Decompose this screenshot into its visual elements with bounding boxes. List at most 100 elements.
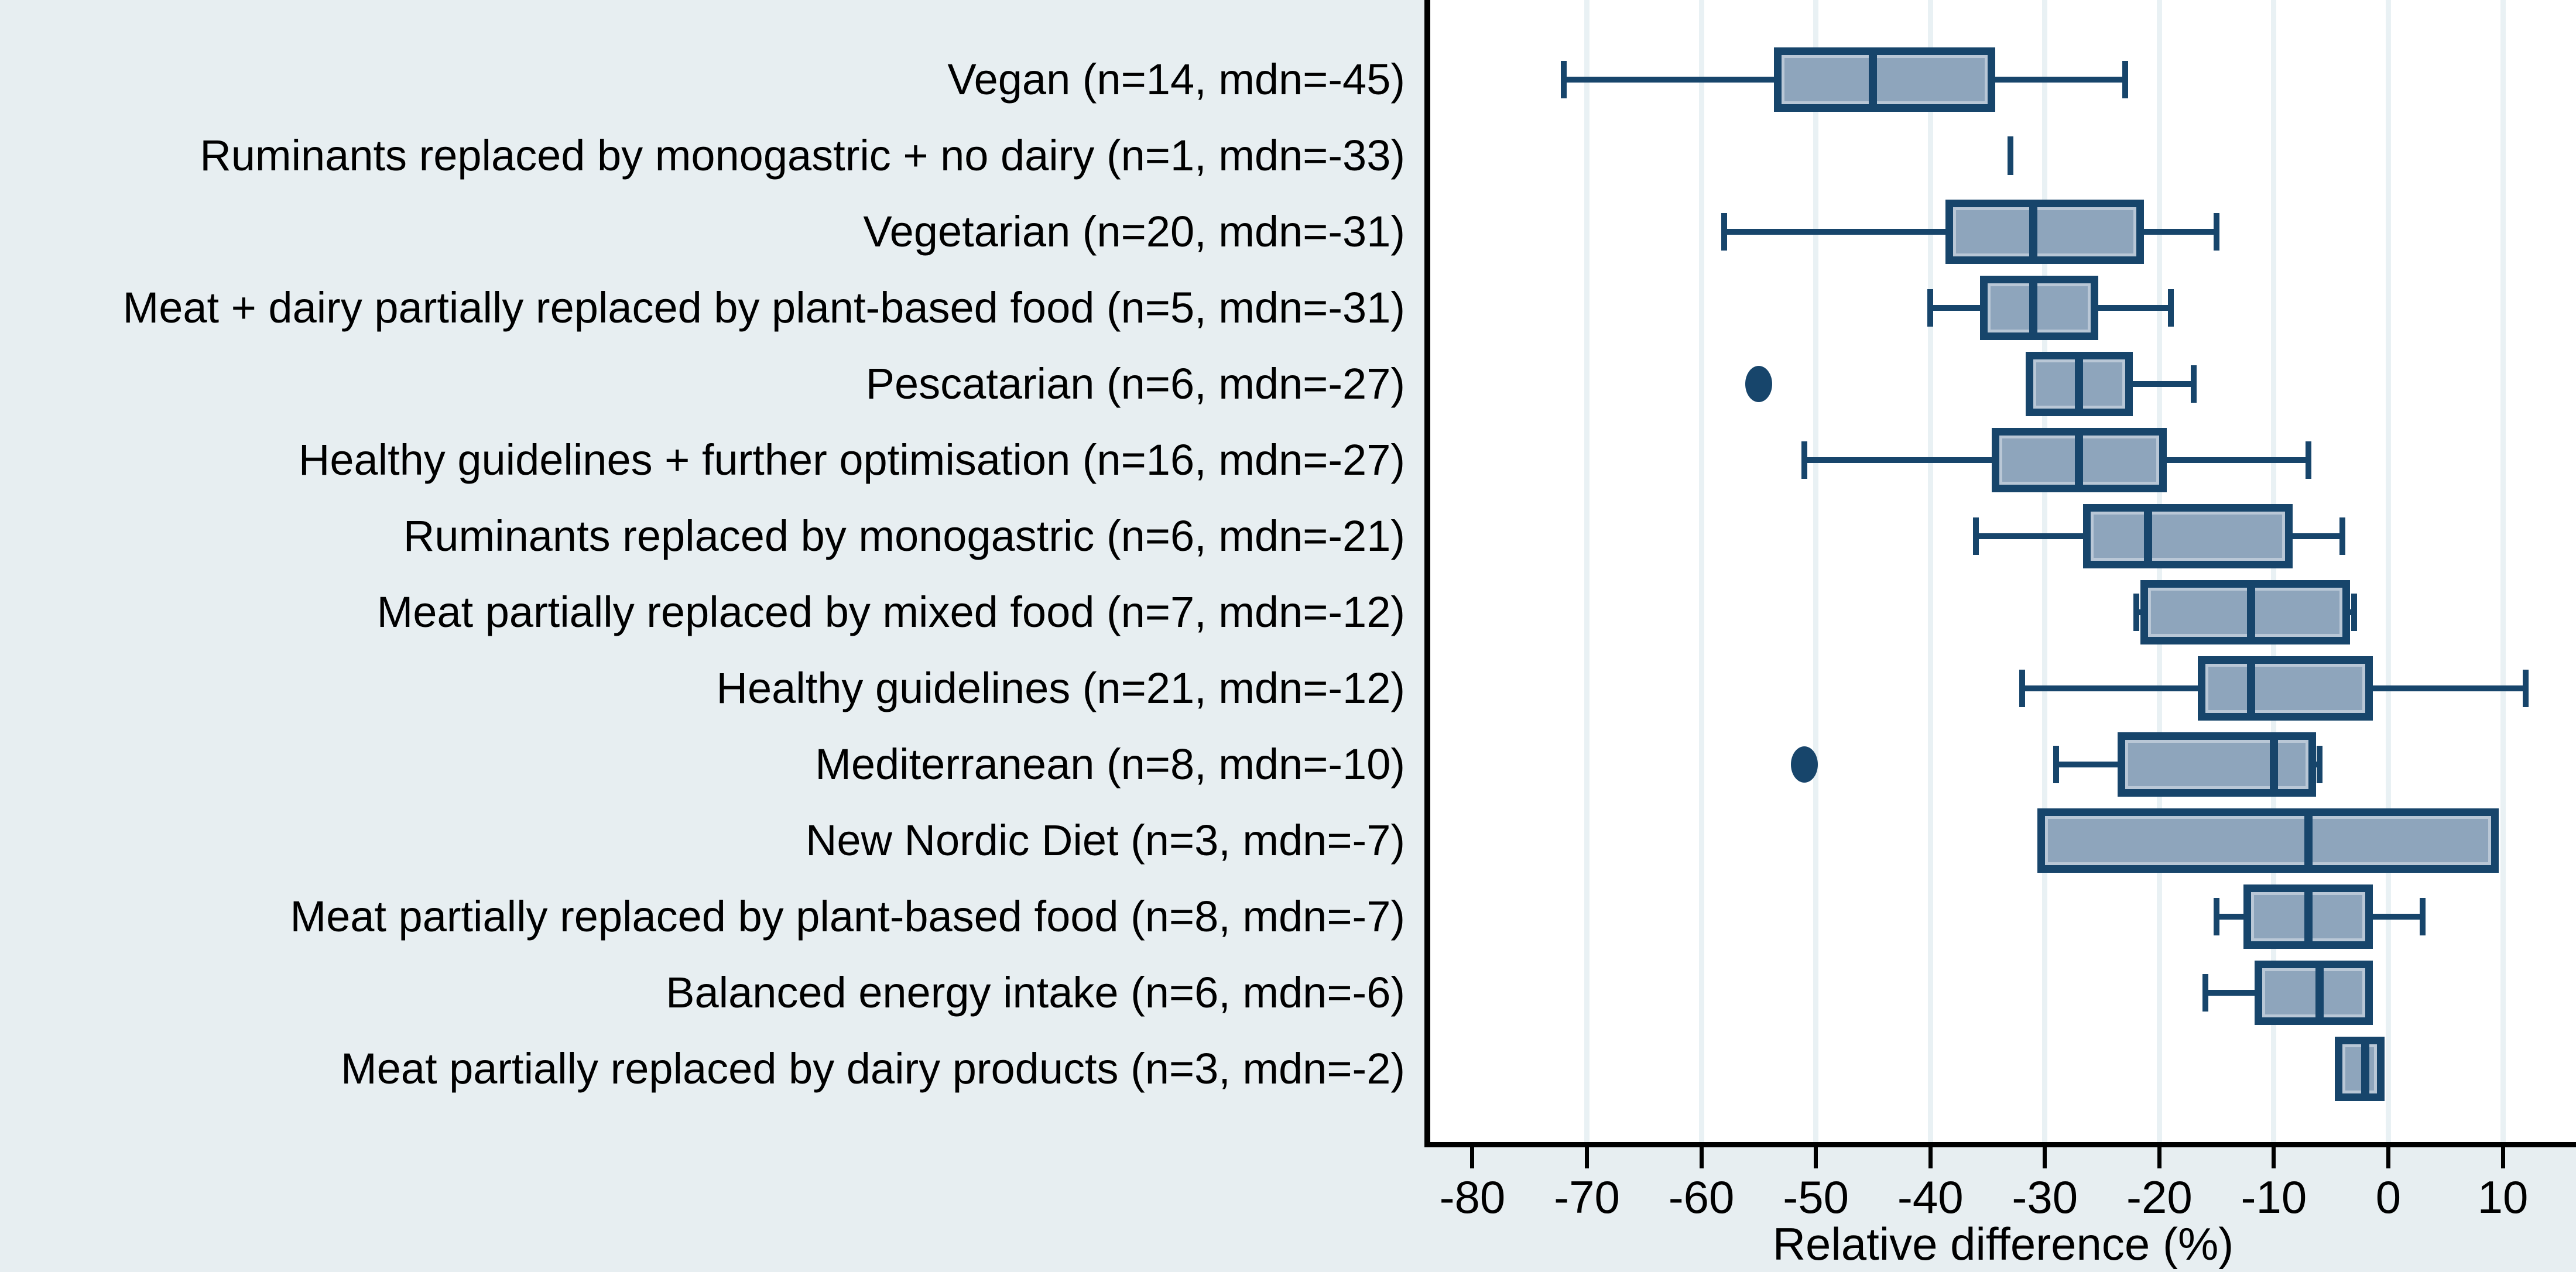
whisker-line-low [2205, 990, 2263, 996]
x-tick-label: -70 [1554, 1171, 1620, 1223]
median-line [2246, 588, 2255, 637]
category-label: Ruminants replaced by monogastric + no d… [200, 131, 1405, 180]
whisker-line-high [1988, 77, 2125, 83]
x-axis-title: Relative difference (%) [1772, 1218, 2234, 1270]
whisker-cap-low [1973, 517, 1979, 555]
whisker-cap-low [1561, 61, 1567, 98]
median-line [2315, 968, 2324, 1017]
whisker-cap-low [2214, 898, 2220, 935]
median-line [2304, 816, 2313, 865]
whisker-cap-high [2339, 517, 2346, 555]
median-line [2143, 512, 2152, 561]
gridline--20 [2156, 0, 2162, 1142]
x-tick-label: 0 [2375, 1171, 2402, 1223]
median-line [2029, 283, 2038, 332]
category-label: Vegan (n=14, mdn=-45) [947, 55, 1405, 104]
iqr-box [2140, 580, 2351, 644]
whisker-cap-high [2122, 61, 2128, 98]
gridline--50 [1813, 0, 1819, 1142]
x-tick-label: -10 [2241, 1171, 2307, 1223]
whisker-line-low [1976, 533, 2091, 539]
whisker-cap-low [1801, 441, 1808, 479]
x-tick--40 [1928, 1147, 1933, 1168]
x-tick-label: -40 [1897, 1171, 1964, 1223]
iqr-box [2197, 656, 2373, 721]
gridline--70 [1584, 0, 1590, 1142]
x-tick--10 [2272, 1147, 2276, 1168]
category-labels: Vegan (n=14, mdn=-45) Ruminants replaced … [0, 0, 1405, 1142]
iqr-box [2083, 504, 2293, 568]
whisker-line-low [2056, 762, 2125, 767]
whisker-line-high [2285, 533, 2343, 539]
iqr-box [1980, 276, 2098, 340]
gridline--10 [2271, 0, 2277, 1142]
median-line [2361, 1044, 2370, 1093]
x-tick--80 [1470, 1147, 1475, 1168]
whisker-line-low [1930, 305, 1988, 311]
gridline-10 [2500, 0, 2506, 1142]
gridline-0 [2385, 0, 2391, 1142]
category-label: Balanced energy intake (n=6, mdn=-6) [666, 968, 1405, 1017]
iqr-box [1773, 47, 1995, 112]
category-label: Pescatarian (n=6, mdn=-27) [865, 359, 1405, 408]
whisker-cap-low [2053, 746, 2060, 783]
whisker-cap-low [2202, 974, 2208, 1012]
outlier-marker [1745, 366, 1772, 402]
x-tick--50 [1814, 1147, 1818, 1168]
iqr-box [2335, 1037, 2385, 1101]
whisker-cap-low [1721, 213, 1728, 251]
median-line [2246, 664, 2255, 713]
whisker-line-high [2365, 914, 2423, 920]
whisker-line-low [1724, 229, 1954, 235]
gridline--60 [1698, 0, 1704, 1142]
x-tick-10 [2500, 1147, 2505, 1168]
whisker-cap-low [2019, 670, 2025, 707]
x-tick-label: -50 [1783, 1171, 1849, 1223]
category-label: Healthy guidelines + further optimisatio… [298, 436, 1405, 484]
whisker-line-high [2125, 381, 2194, 387]
x-tick-0 [2386, 1147, 2390, 1168]
category-label: Meat partially replaced by plant-based f… [290, 892, 1405, 941]
whisker-line-low [2217, 914, 2251, 920]
gridline--30 [2042, 0, 2048, 1142]
x-axis-line [1424, 1142, 2576, 1147]
median-line [2029, 207, 2038, 256]
x-tick--30 [2043, 1147, 2047, 1168]
whisker-cap-high [2351, 594, 2357, 631]
iqr-box [1945, 200, 2145, 264]
iqr-box [2037, 808, 2499, 873]
whisker-cap-high [2191, 365, 2197, 403]
x-tick--70 [1585, 1147, 1590, 1168]
category-label: Meat partially replaced by mixed food (n… [376, 588, 1405, 636]
whisker-line-low [1564, 77, 1782, 83]
median-line [2075, 436, 2084, 485]
whisker-line-high [2091, 305, 2171, 311]
category-label: New Nordic Diet (n=3, mdn=-7) [805, 816, 1405, 865]
x-tick--60 [1699, 1147, 1704, 1168]
median-line [2304, 892, 2313, 941]
single-value-tick [2008, 136, 2014, 175]
whisker-cap-high [2317, 746, 2323, 783]
category-label: Meat partially replaced by dairy product… [341, 1044, 1405, 1093]
whisker-line-low [1804, 457, 1999, 463]
whisker-line-high [2159, 457, 2308, 463]
median-line [2269, 740, 2278, 789]
x-tick-label: -20 [2126, 1171, 2193, 1223]
x-tick--20 [2157, 1147, 2161, 1168]
whisker-line-low [2022, 685, 2205, 691]
median-line [1869, 55, 1878, 104]
whisker-line-high [2365, 685, 2526, 691]
category-label: Mediterranean (n=8, mdn=-10) [815, 740, 1405, 788]
category-label: Ruminants replaced by monogastric (n=6, … [403, 512, 1405, 560]
x-tick-label: -80 [1439, 1171, 1506, 1223]
iqr-box [2117, 732, 2316, 797]
whisker-cap-low [2133, 594, 2140, 631]
median-line [2075, 359, 2084, 409]
outlier-marker [1791, 746, 1818, 783]
x-tick-label: -30 [2012, 1171, 2078, 1223]
category-label: Vegetarian (n=20, mdn=-31) [863, 207, 1405, 256]
category-label: Meat + dairy partially replaced by plant… [122, 283, 1405, 332]
x-tick-label: 10 [2477, 1171, 2529, 1223]
iqr-box [2255, 961, 2373, 1025]
